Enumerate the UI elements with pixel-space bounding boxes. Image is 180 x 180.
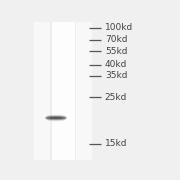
Ellipse shape (46, 117, 66, 118)
Ellipse shape (45, 117, 67, 118)
Ellipse shape (45, 118, 67, 119)
Ellipse shape (46, 119, 66, 120)
Bar (75, 22, 76, 160)
Ellipse shape (46, 116, 66, 117)
Bar (50, 22, 52, 160)
Ellipse shape (45, 118, 67, 119)
Text: 40kd: 40kd (105, 60, 127, 69)
Ellipse shape (45, 117, 67, 118)
Ellipse shape (46, 118, 66, 119)
Ellipse shape (46, 116, 66, 117)
Text: 55kd: 55kd (105, 47, 127, 56)
Text: 35kd: 35kd (105, 71, 127, 80)
Ellipse shape (46, 119, 66, 120)
Ellipse shape (46, 119, 66, 120)
Ellipse shape (45, 117, 67, 118)
Ellipse shape (46, 116, 66, 117)
Ellipse shape (46, 116, 66, 118)
Text: 100kd: 100kd (105, 23, 133, 32)
Ellipse shape (46, 119, 66, 120)
Text: 70kd: 70kd (105, 35, 127, 44)
Ellipse shape (46, 118, 66, 119)
Ellipse shape (46, 118, 66, 119)
Bar (34, 22, 92, 160)
Ellipse shape (45, 118, 67, 119)
Ellipse shape (46, 119, 66, 120)
Ellipse shape (46, 116, 66, 117)
Ellipse shape (45, 118, 67, 119)
Ellipse shape (46, 119, 66, 120)
Text: 25kd: 25kd (105, 93, 127, 102)
Ellipse shape (46, 118, 66, 119)
Ellipse shape (45, 117, 67, 118)
Ellipse shape (46, 116, 66, 117)
Text: 15kd: 15kd (105, 139, 127, 148)
Ellipse shape (46, 116, 66, 117)
Ellipse shape (45, 118, 67, 119)
Ellipse shape (46, 116, 66, 117)
Bar (50, 22, 76, 160)
Ellipse shape (45, 117, 67, 118)
Ellipse shape (45, 117, 67, 118)
Ellipse shape (46, 117, 66, 118)
